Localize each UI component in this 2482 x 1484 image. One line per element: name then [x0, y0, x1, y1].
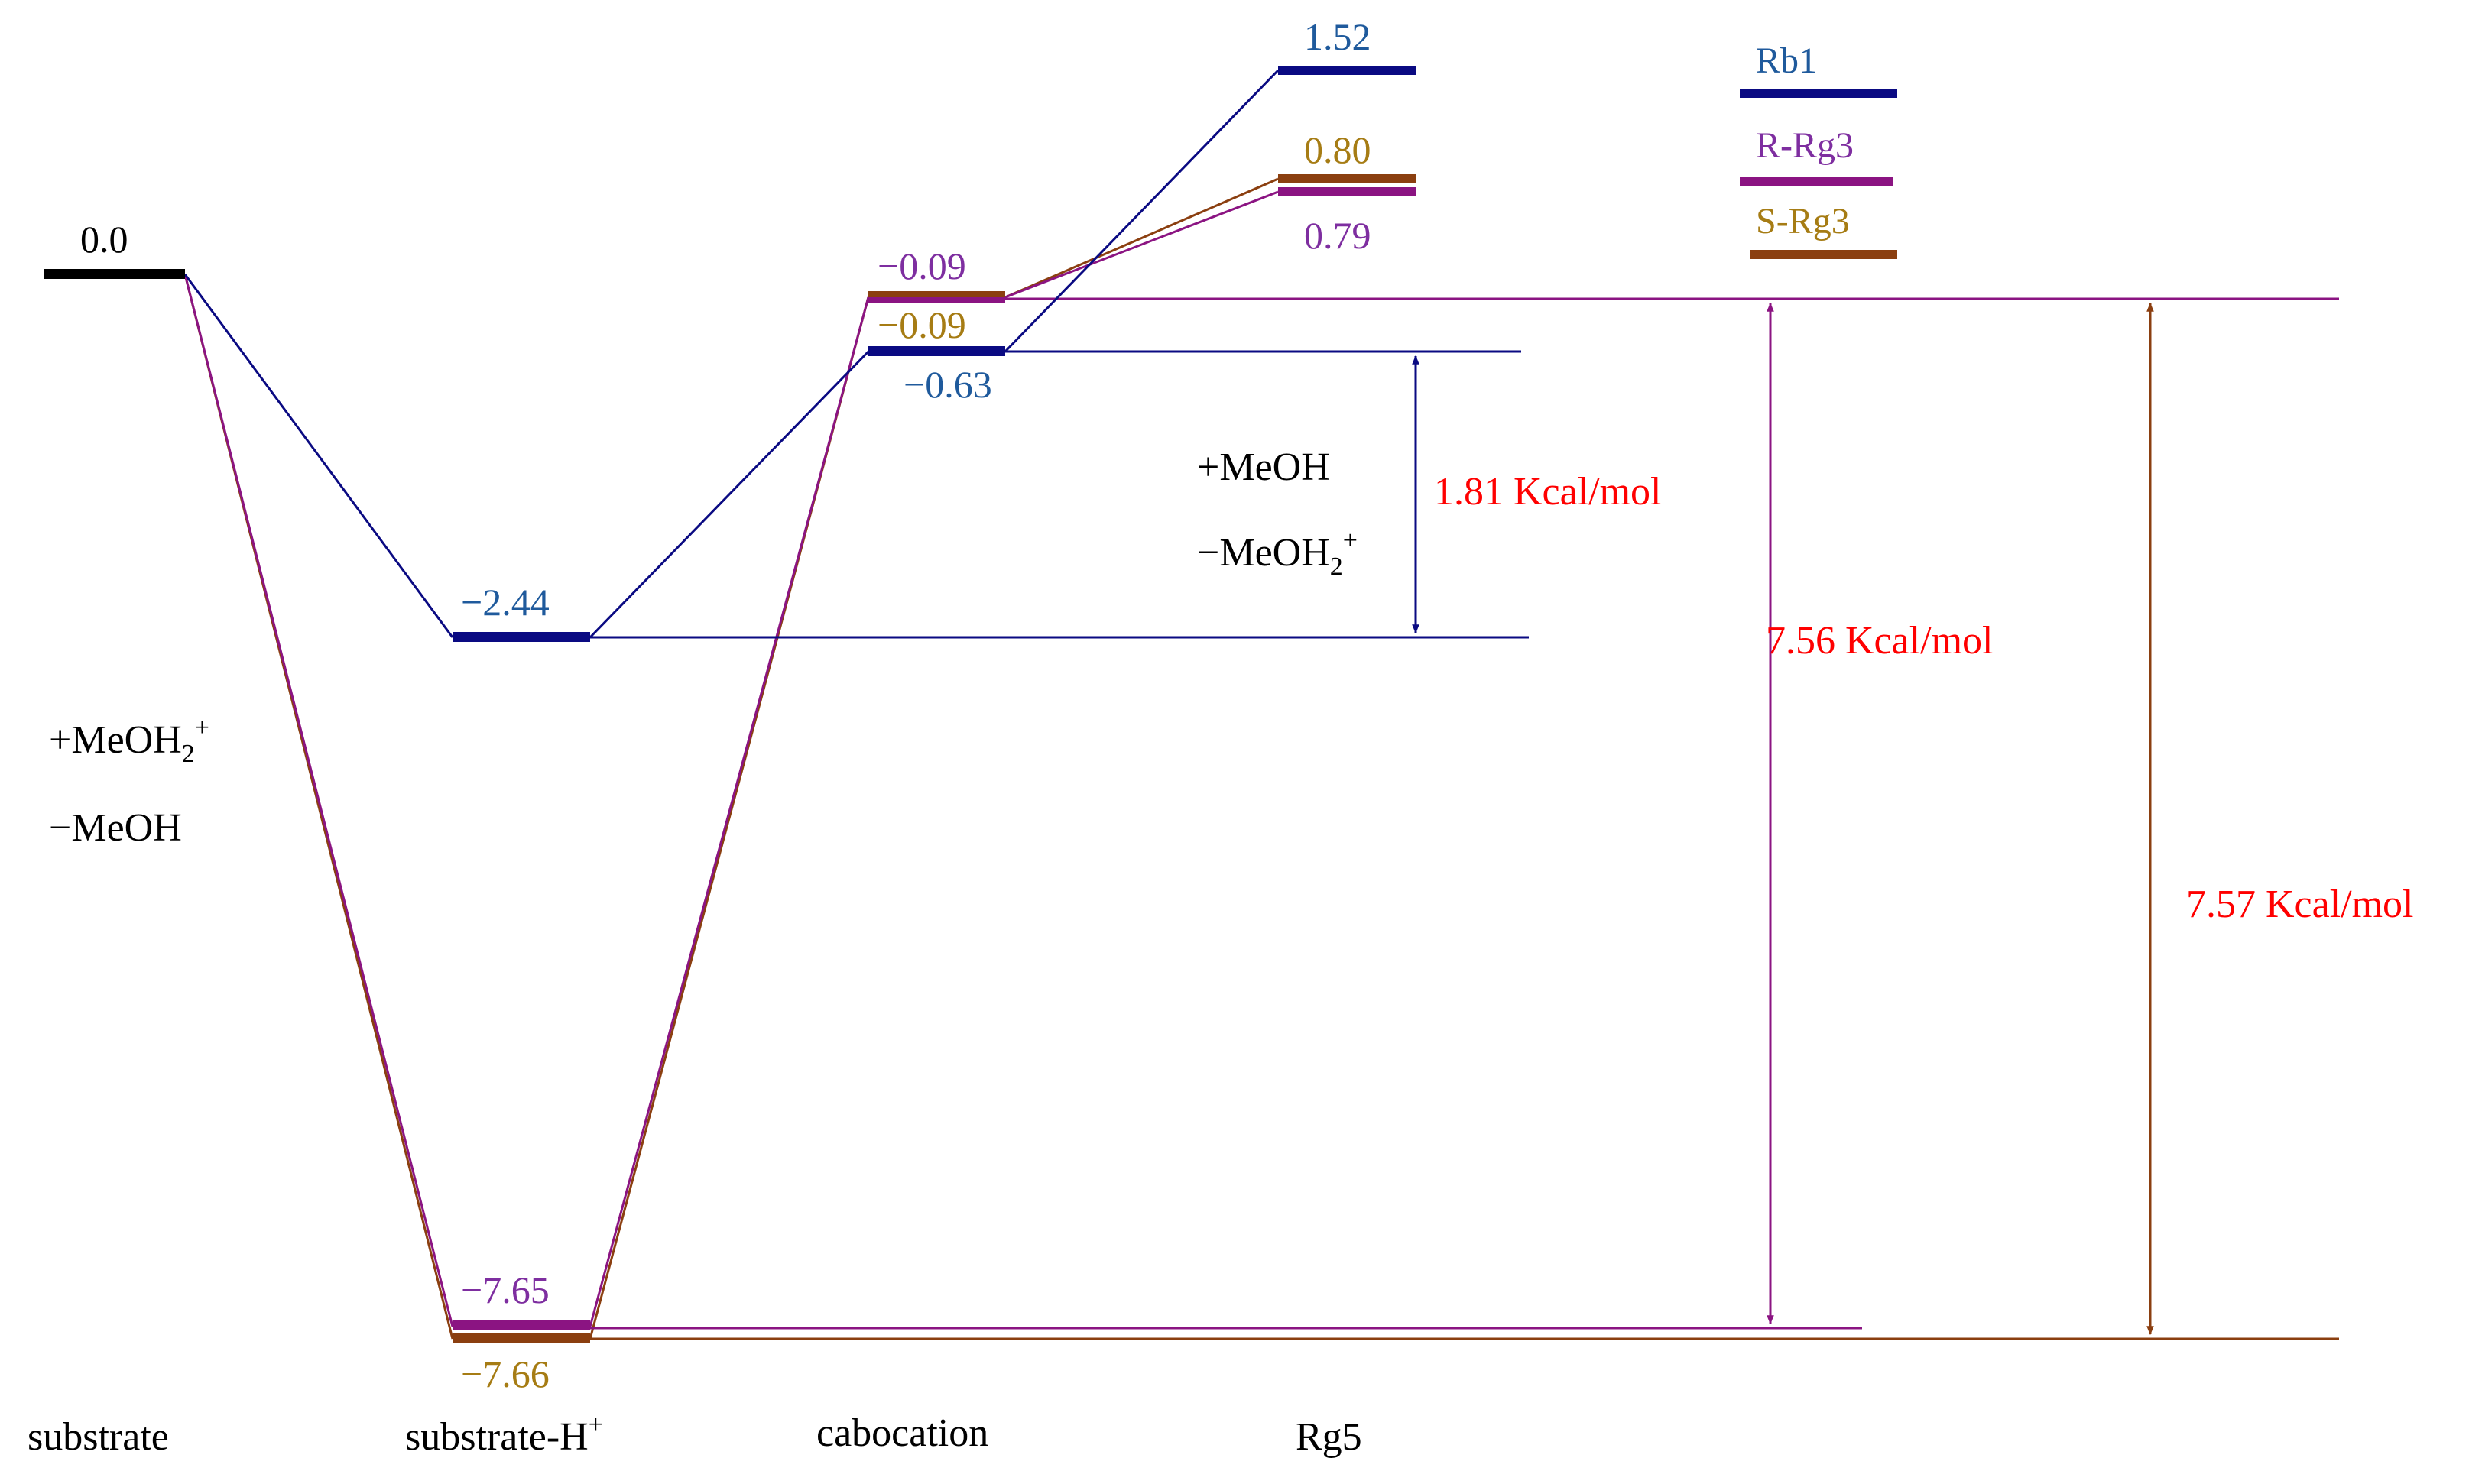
level-substrate — [44, 269, 185, 279]
barrier-label-srg3: 7.57 Kcal/mol — [2186, 883, 2414, 926]
legend-label-rrg3: R-Rg3 — [1756, 125, 1854, 166]
legend-swatch-srg3 — [1750, 250, 1897, 259]
energy-label-rrg3-substrate-h: −7.65 — [461, 1269, 550, 1311]
rrg3-connectors — [183, 190, 2339, 1330]
level-rrg3-rg5 — [1278, 187, 1416, 196]
legend: Rb1 R-Rg3 S-Rg3 — [1740, 41, 1897, 259]
energy-label-srg3-substrate-h: −7.66 — [461, 1353, 550, 1395]
stage-label-substrate-h: substrate-H+ — [405, 1411, 603, 1459]
legend-swatch-rrg3 — [1740, 177, 1893, 186]
stage-label-substrate: substrate — [28, 1415, 169, 1459]
energy-label-rb1-rg5: 1.52 — [1304, 15, 1371, 58]
energy-label-substrate: 0.0 — [80, 218, 128, 261]
barrier-label-rb1: 1.81 Kcal/mol — [1434, 470, 1662, 514]
annotation-remove-meoh2-sub: 2 — [1330, 552, 1343, 581]
annotation-add-meoh: +MeOH — [1197, 446, 1330, 489]
level-rb1-substrate-h — [453, 632, 590, 642]
stage-label-substrate-h-sup: + — [589, 1411, 603, 1439]
level-rb1-rg5 — [1278, 66, 1416, 75]
rb1-connectors — [183, 69, 1529, 639]
level-srg3-cabocation — [868, 291, 1005, 297]
barrier-label-rrg3: 7.56 Kcal/mol — [1766, 619, 1994, 663]
energy-label-rrg3-cabocation: −0.09 — [878, 245, 966, 287]
annotation-remove-meoh: −MeOH — [49, 806, 182, 850]
energy-label-rrg3-rg5: 0.79 — [1304, 214, 1371, 257]
legend-label-srg3: S-Rg3 — [1756, 201, 1850, 241]
annotation-add-meoh2-sup: + — [195, 714, 209, 742]
level-rb1-cabocation — [868, 346, 1005, 356]
energy-label-rb1-substrate-h: −2.44 — [461, 581, 550, 624]
annotation-remove-meoh2-sup: + — [1343, 527, 1358, 555]
legend-label-rb1: Rb1 — [1756, 41, 1817, 81]
srg3-connectors — [183, 177, 2339, 1340]
legend-swatch-rb1 — [1740, 89, 1897, 98]
energy-label-rb1-cabocation: −0.63 — [904, 363, 992, 406]
annotation-remove-meoh2: −MeOH2+ — [1197, 527, 1358, 581]
annotation-add-meoh2: +MeOH2+ — [49, 714, 209, 768]
level-srg3-rg5 — [1278, 174, 1416, 183]
energy-label-srg3-rg5: 0.80 — [1304, 128, 1371, 171]
annotation-add-meoh2-sub: 2 — [182, 740, 195, 768]
level-srg3-substrate-h — [453, 1333, 590, 1343]
stage-label-rg5: Rg5 — [1296, 1415, 1362, 1459]
stage-label-cabocation: cabocation — [816, 1411, 988, 1455]
energy-label-srg3-cabocation: −0.09 — [878, 303, 966, 346]
level-rrg3-substrate-h — [453, 1320, 590, 1330]
level-rrg3-cabocation — [868, 297, 1005, 303]
